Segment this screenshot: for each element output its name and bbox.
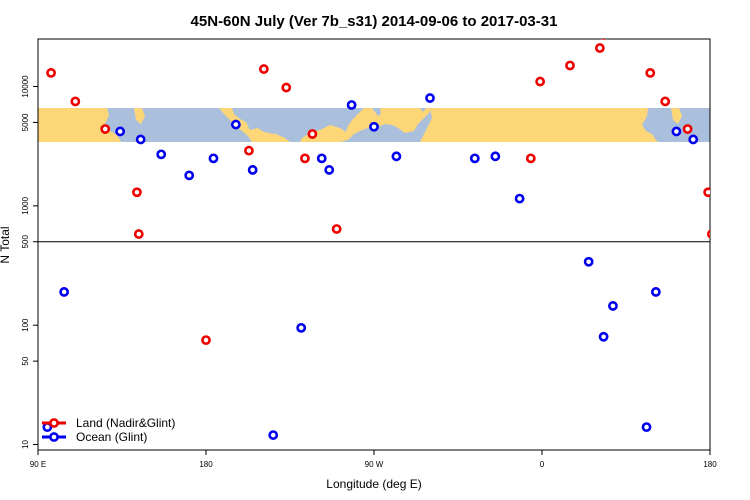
land-point-10	[307, 129, 318, 139]
x-axis: 90 E 180 90 W 0 180	[30, 450, 717, 469]
ocean-point-12	[324, 165, 335, 175]
legend-ocean-label: Ocean (Glint)	[76, 430, 147, 444]
ocean-point-4	[156, 149, 167, 160]
ocean-point-11	[316, 153, 327, 164]
y-tick-label-2: 100	[21, 318, 30, 332]
y-axis: 10 50 100 500 1000 5000 10000	[21, 75, 38, 449]
ocean-point-10	[296, 322, 307, 333]
land-point-15	[594, 43, 605, 53]
x-tick-label-3: 0	[540, 460, 545, 469]
ocean-point-24	[650, 287, 661, 297]
x-tick-label-2: 90 W	[365, 460, 384, 469]
ocean-point-19	[514, 193, 525, 204]
land-point-12	[525, 153, 536, 164]
land-point-3	[132, 187, 142, 198]
land-point-21	[703, 187, 710, 198]
ocean-point-22	[608, 301, 618, 311]
map-land-greenland	[380, 108, 389, 118]
land-point-22	[706, 229, 710, 239]
map-land-europe-asia-west	[38, 108, 121, 142]
map-land-eurasia	[420, 108, 658, 142]
land-point-19	[660, 96, 671, 107]
x-tick-label-4: 180	[703, 460, 717, 469]
land-point-8	[281, 82, 292, 93]
map-land-alaska	[219, 108, 430, 142]
land-point-7	[258, 64, 269, 74]
ocean-point-2	[115, 126, 126, 137]
land-point-9	[300, 153, 310, 164]
map-land-europe-peninsula	[436, 126, 470, 142]
legend-land-label: Land (Nadir&Glint)	[76, 416, 175, 430]
ocean-point-3	[135, 134, 146, 145]
y-axis-label: N Total	[0, 226, 12, 263]
land-point-2	[100, 124, 111, 134]
land-point-0	[46, 67, 56, 78]
ocean-point-14	[369, 121, 379, 132]
x-tick-label-0: 90 E	[30, 460, 46, 469]
y-tick-label-0: 10	[21, 440, 30, 449]
land-point-20	[682, 124, 693, 134]
ocean-point-25	[671, 126, 682, 137]
ocean-point-8	[247, 165, 258, 175]
land-point-4	[133, 229, 144, 239]
plot-frame	[37, 38, 711, 451]
legend: Land (Nadir&Glint) Ocean (Glint)	[42, 416, 175, 444]
ocean-point-15	[391, 151, 402, 162]
y-tick-label-5: 5000	[21, 113, 30, 131]
land-point-16	[600, 39, 607, 40]
x-axis-label: Longitude (deg E)	[326, 477, 421, 491]
y-tick-label-1: 50	[21, 356, 30, 365]
land-point-13	[535, 76, 546, 87]
ocean-point-13	[346, 100, 357, 110]
ocean-point-9	[268, 430, 279, 440]
ocean-point-7	[230, 119, 241, 130]
ocean-point-5	[184, 170, 195, 181]
map-land-kamchatka-east	[671, 108, 682, 124]
land-point-18	[645, 67, 656, 78]
ocean-point-6	[208, 153, 219, 164]
land-point-1	[70, 96, 81, 107]
data-points	[42, 24, 719, 440]
ocean-point-21	[598, 331, 609, 342]
legend-land-marker	[49, 418, 59, 428]
land-point-14	[565, 60, 575, 71]
ocean-point-17	[469, 153, 480, 164]
ocean-point-16	[425, 93, 435, 103]
land-point-6	[244, 145, 254, 156]
land-point-23	[712, 40, 719, 47]
x-tick-label-1: 180	[199, 460, 213, 469]
legend-ocean-marker	[49, 432, 59, 442]
land-point-11	[331, 224, 342, 234]
chart-title: 45N-60N July (Ver 7b_s31) 2014-09-06 to …	[191, 13, 558, 30]
land-point-5	[201, 335, 211, 346]
ocean-point-1	[59, 287, 70, 297]
y-tick-label-4: 1000	[21, 196, 30, 214]
ocean-point-23	[641, 422, 652, 432]
ocean-point-27	[712, 151, 719, 158]
land-point-17	[630, 24, 637, 31]
ocean-point-20	[583, 256, 594, 267]
map-land-kamchatka	[134, 108, 145, 124]
ocean-point-26	[688, 134, 699, 145]
y-tick-label-6: 10000	[21, 75, 30, 98]
ocean-point-18	[490, 151, 501, 162]
y-tick-label-3: 500	[21, 235, 30, 249]
world-map-band	[38, 108, 710, 142]
